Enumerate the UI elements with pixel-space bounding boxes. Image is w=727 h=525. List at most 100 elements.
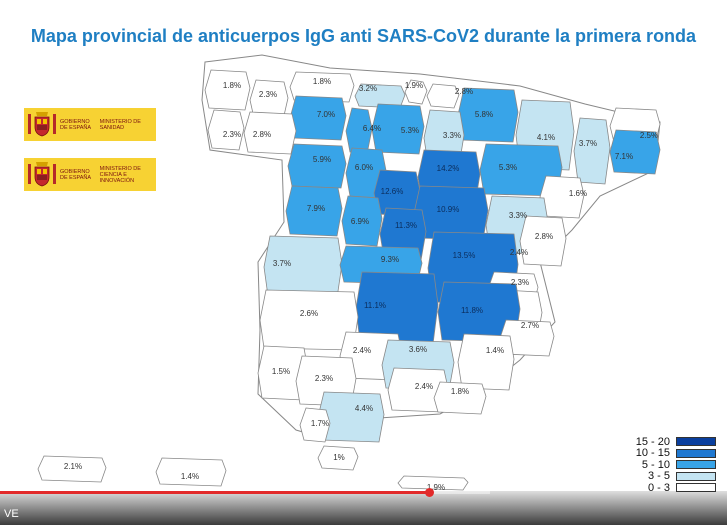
province-percentage-label: 3.7% — [273, 259, 291, 268]
spain-coat-of-arms-icon — [28, 111, 56, 138]
province-region — [207, 109, 245, 151]
province-percentage-label: 9.3% — [381, 255, 399, 264]
province-percentage-label: 14.2% — [437, 164, 460, 173]
province-percentage-label: 1.9% — [405, 81, 423, 90]
province-percentage-label: 1.9% — [427, 483, 445, 491]
province-percentage-label: 2.3% — [223, 130, 241, 139]
legend-range-label: 3 - 5 — [647, 470, 670, 483]
province-region — [426, 83, 460, 109]
province-percentage-label: 1.7% — [311, 419, 329, 428]
province-percentage-label: 11.8% — [461, 306, 483, 315]
province-percentage-label: 1.5% — [272, 367, 290, 376]
ministry-label: MINISTERIO DE CIENCIA E INNOVACIÓN — [99, 165, 141, 184]
province-percentage-label: 2.1% — [64, 462, 82, 471]
legend-range-label: 0 - 3 — [647, 481, 670, 494]
province-region — [317, 445, 359, 471]
province-percentage-label: 2.3% — [259, 90, 277, 99]
province-percentage-label: 3.2% — [359, 84, 377, 93]
province-region — [539, 175, 585, 219]
gobierno-label: GOBIERNO DE ESPAÑA — [60, 168, 92, 181]
legend-range-label: 5 - 10 — [641, 458, 670, 471]
legend-row: 15 - 20 — [600, 436, 720, 448]
province-percentage-label: 2.4% — [510, 248, 528, 257]
spain-province-map: 1.8% 2.3% 1.8% 3.2% 1.9% 2.8% 2.3% 7.0% 6.4% 5.3%… — [37, 54, 661, 491]
province-region — [609, 129, 661, 175]
province-percentage-label: 2.5% — [640, 131, 658, 140]
map-title: Mapa provincial de anticuerpos IgG anti … — [30, 26, 697, 46]
progress-track[interactable] — [0, 488, 490, 497]
province-region — [341, 195, 383, 247]
legend-range-label: 10 - 15 — [635, 447, 670, 460]
legend-range-label: 15 - 20 — [635, 435, 670, 448]
province-percentage-label: 4.4% — [355, 404, 373, 413]
province-region — [404, 79, 428, 105]
province-percentage-label: 3.6% — [409, 345, 427, 354]
province-percentage-label: 2.8% — [455, 87, 473, 96]
province-percentage-label: 10.9% — [437, 205, 460, 214]
province-percentage-label: 2.7% — [521, 321, 539, 330]
legend-swatch — [676, 448, 716, 458]
province-region — [457, 333, 515, 391]
province-percentage-label: 7.0% — [317, 110, 335, 119]
province-region — [397, 475, 469, 491]
province-percentage-label: 1.8% — [223, 81, 241, 90]
progress-fill — [0, 491, 429, 494]
province-percentage-label: 2.4% — [415, 382, 433, 391]
province-percentage-label: 7.1% — [615, 152, 633, 161]
video-player-bar[interactable]: VE — [0, 488, 727, 525]
province-percentage-label: 1.6% — [569, 189, 587, 198]
province-percentage-label: 1.8% — [451, 387, 469, 396]
province-percentage-label: 4.1% — [537, 133, 555, 142]
province-region — [287, 143, 347, 189]
province-percentage-label: 6.4% — [363, 124, 381, 133]
province-percentage-label: 6.0% — [355, 163, 373, 172]
province-percentage-label: 3.3% — [443, 131, 461, 140]
ministry-label: MINISTERIO DE SANIDAD — [99, 118, 141, 131]
province-region — [285, 185, 343, 237]
province-percentage-label: 5.3% — [499, 163, 517, 172]
province-region — [573, 117, 611, 185]
province-percentage-label: 2.3% — [511, 278, 529, 287]
province-percentage-label: 6.9% — [351, 217, 369, 226]
legend-swatch — [676, 471, 716, 481]
province-percentage-label: 2.3% — [315, 374, 333, 383]
legend-swatch — [676, 437, 716, 447]
legend-row: 10 - 15 — [600, 447, 720, 460]
province-percentage-label: 12.6% — [381, 187, 404, 196]
province-region — [371, 103, 425, 155]
province-percentage-label: 5.8% — [475, 110, 493, 119]
province-percentage-label: 1.4% — [181, 472, 199, 481]
legend-row: 3 - 5 — [600, 470, 720, 483]
province-percentage-label: 3.7% — [579, 139, 597, 148]
province-percentage-label: 7.9% — [307, 204, 325, 213]
province-percentage-label: 2.8% — [253, 130, 271, 139]
province-region — [155, 457, 227, 487]
province-region — [299, 407, 331, 443]
province-region — [204, 69, 251, 111]
player-label: VE — [4, 508, 19, 520]
legend-swatch — [676, 460, 716, 470]
province-percentage-label: 11.3% — [395, 221, 417, 230]
province-percentage-label: 3.3% — [509, 211, 527, 220]
province-region — [289, 71, 355, 103]
spain-coat-of-arms-icon — [28, 161, 56, 188]
province-percentage-label: 1% — [333, 453, 345, 462]
legend-row: 5 - 10 — [600, 459, 720, 471]
province-percentage-label: 2.4% — [353, 346, 371, 355]
progress-handle[interactable] — [425, 488, 434, 497]
ministerio-sanidad-logo: GOBIERNO DE ESPAÑA MINISTERIO DE SANIDAD — [24, 108, 156, 141]
province-percentage-label: 1.4% — [486, 346, 504, 355]
province-percentage-label: 2.8% — [535, 232, 553, 241]
province-region — [519, 215, 567, 267]
province-percentage-label: 13.5% — [453, 251, 476, 260]
province-percentage-label: 5.9% — [313, 155, 331, 164]
ministerio-ciencia-logo: GOBIERNO DE ESPAÑA MINISTERIO DE CIENCIA… — [24, 158, 156, 191]
gobierno-label: GOBIERNO DE ESPAÑA — [60, 118, 92, 131]
province-percentage-label: 1.8% — [313, 77, 331, 86]
province-region — [433, 381, 487, 415]
province-region — [37, 455, 107, 483]
province-percentage-label: 11.1% — [364, 301, 386, 310]
province-percentage-label: 5.3% — [401, 126, 419, 135]
province-percentage-label: 2.6% — [300, 309, 318, 318]
